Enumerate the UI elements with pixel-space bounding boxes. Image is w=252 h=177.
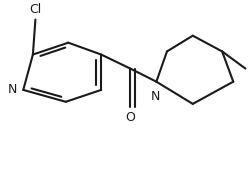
Text: O: O [125,111,135,124]
Text: Cl: Cl [29,3,41,16]
Text: N: N [8,83,17,96]
Text: N: N [150,90,159,102]
